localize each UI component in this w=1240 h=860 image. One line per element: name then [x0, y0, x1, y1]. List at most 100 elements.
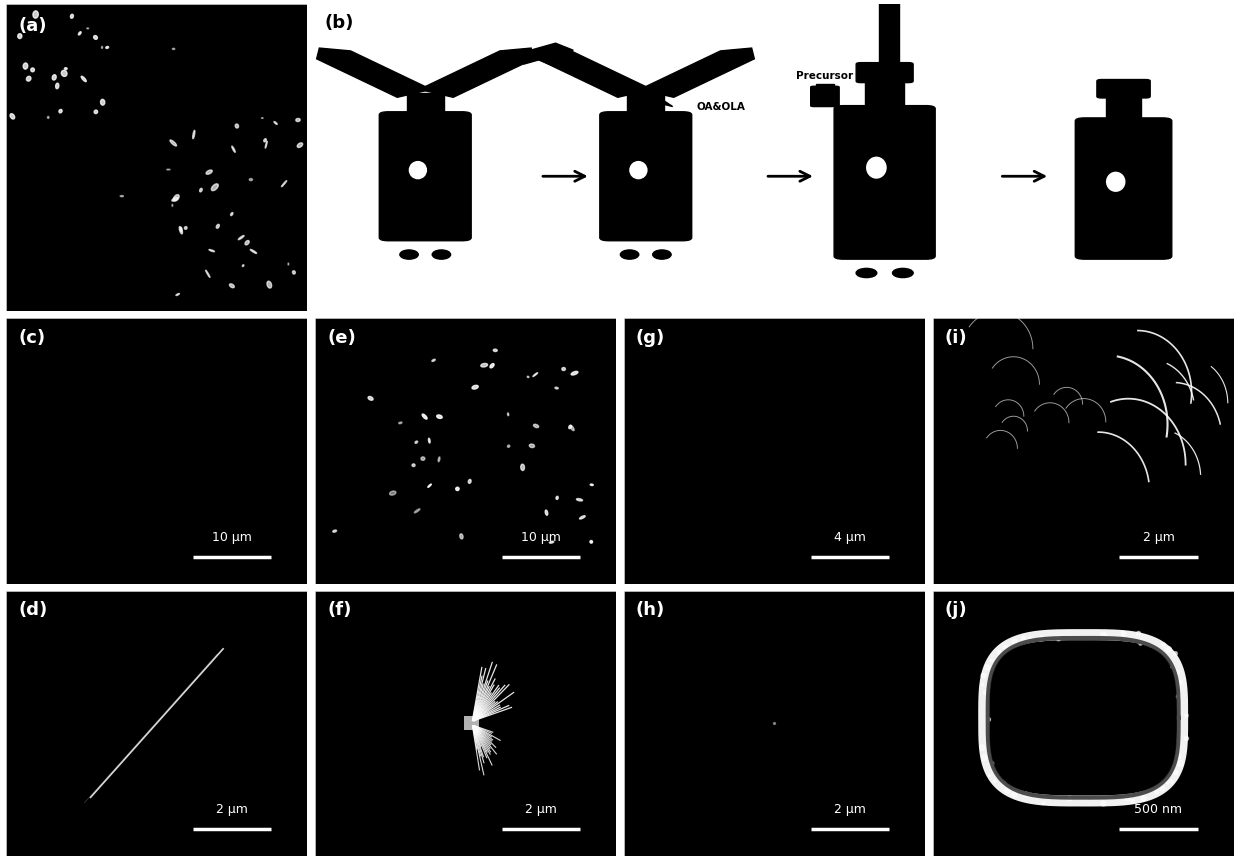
Text: (b): (b) — [324, 14, 353, 32]
Text: (g): (g) — [636, 329, 665, 347]
Ellipse shape — [562, 367, 565, 371]
Text: (d): (d) — [19, 601, 47, 619]
Ellipse shape — [494, 349, 497, 352]
Ellipse shape — [64, 68, 67, 70]
Ellipse shape — [172, 48, 175, 50]
Bar — [1106, 96, 1141, 121]
Point — [1049, 631, 1069, 645]
Ellipse shape — [481, 364, 487, 367]
Bar — [816, 84, 835, 87]
Point — [977, 660, 997, 673]
Ellipse shape — [236, 124, 238, 128]
Ellipse shape — [1106, 172, 1126, 192]
Ellipse shape — [546, 510, 548, 515]
Point — [1094, 796, 1114, 810]
Ellipse shape — [469, 479, 471, 483]
Ellipse shape — [433, 250, 450, 259]
Ellipse shape — [81, 77, 87, 82]
Polygon shape — [539, 54, 665, 102]
Polygon shape — [537, 48, 652, 97]
Bar — [627, 94, 665, 115]
Point — [1114, 627, 1133, 641]
Point — [981, 654, 1001, 667]
Polygon shape — [419, 48, 534, 97]
Text: 500 nm: 500 nm — [1135, 803, 1183, 816]
Point — [1166, 765, 1185, 779]
Ellipse shape — [185, 226, 187, 230]
Point — [980, 768, 999, 782]
Ellipse shape — [590, 484, 593, 486]
Point — [1166, 646, 1185, 660]
Point — [1152, 781, 1172, 795]
Point — [978, 712, 998, 726]
Ellipse shape — [24, 63, 27, 69]
Ellipse shape — [572, 372, 578, 375]
Ellipse shape — [174, 194, 180, 201]
Point — [1117, 789, 1137, 803]
Ellipse shape — [569, 425, 572, 428]
FancyBboxPatch shape — [379, 112, 471, 241]
Ellipse shape — [242, 265, 244, 267]
Text: (h): (h) — [636, 601, 665, 619]
Ellipse shape — [420, 457, 425, 460]
Point — [1016, 787, 1035, 801]
Text: (f): (f) — [327, 601, 351, 619]
FancyBboxPatch shape — [600, 112, 692, 241]
Ellipse shape — [570, 426, 574, 431]
Ellipse shape — [549, 541, 554, 544]
Ellipse shape — [17, 34, 22, 39]
Ellipse shape — [56, 83, 58, 89]
Ellipse shape — [507, 445, 510, 447]
Bar — [866, 81, 904, 108]
FancyBboxPatch shape — [1097, 79, 1151, 98]
Ellipse shape — [211, 184, 218, 191]
Polygon shape — [650, 98, 672, 107]
Ellipse shape — [180, 226, 182, 234]
Ellipse shape — [422, 414, 427, 419]
FancyBboxPatch shape — [811, 86, 839, 107]
Ellipse shape — [893, 268, 913, 278]
Point — [1133, 791, 1153, 805]
Text: Precursor: Precursor — [796, 71, 853, 81]
Ellipse shape — [577, 499, 583, 501]
Ellipse shape — [249, 179, 253, 181]
Point — [1004, 635, 1024, 648]
Ellipse shape — [71, 15, 73, 18]
Ellipse shape — [472, 385, 479, 389]
FancyBboxPatch shape — [835, 106, 935, 259]
Ellipse shape — [460, 534, 463, 539]
Ellipse shape — [620, 250, 639, 259]
Ellipse shape — [176, 293, 180, 296]
Point — [985, 774, 1004, 788]
FancyBboxPatch shape — [856, 63, 913, 83]
Ellipse shape — [246, 241, 249, 245]
Point — [1146, 784, 1166, 798]
Ellipse shape — [47, 116, 48, 119]
Ellipse shape — [87, 28, 88, 29]
Ellipse shape — [281, 181, 286, 187]
Text: (j): (j) — [945, 601, 967, 619]
Point — [997, 783, 1017, 796]
Ellipse shape — [232, 146, 236, 152]
Ellipse shape — [332, 530, 336, 532]
Text: (c): (c) — [19, 329, 46, 347]
Ellipse shape — [192, 131, 195, 138]
Polygon shape — [506, 43, 573, 64]
Ellipse shape — [33, 11, 38, 18]
Ellipse shape — [415, 441, 418, 444]
Point — [972, 740, 992, 753]
Point — [990, 645, 1009, 659]
Point — [976, 685, 996, 699]
Text: 2 μm: 2 μm — [525, 803, 557, 816]
Ellipse shape — [527, 376, 528, 378]
Point — [996, 640, 1016, 654]
Polygon shape — [879, 0, 899, 87]
Ellipse shape — [652, 250, 671, 259]
Point — [993, 777, 1013, 790]
Point — [1128, 626, 1148, 640]
Point — [1021, 632, 1040, 646]
Ellipse shape — [521, 464, 525, 470]
Ellipse shape — [590, 541, 593, 544]
Ellipse shape — [206, 270, 210, 278]
Polygon shape — [884, 87, 894, 96]
